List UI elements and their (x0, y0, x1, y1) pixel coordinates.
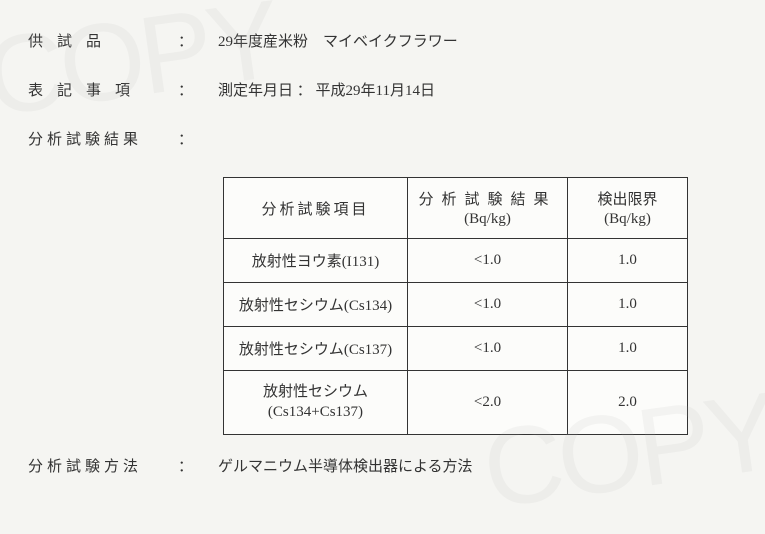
table-row: 放射性セシウム(Cs134) <1.0 1.0 (224, 283, 688, 327)
results-table: 分析試験項目 分析試験結果 (Bq/kg) 検出限界 (Bq/kg) 放射性ヨウ… (223, 177, 688, 435)
colon: ： (178, 79, 218, 100)
table-row: 放射性セシウム(Cs137) <1.0 1.0 (224, 327, 688, 371)
cell-result: <1.0 (408, 283, 568, 327)
cell-limit: 1.0 (568, 327, 688, 371)
table-header-row: 分析試験項目 分析試験結果 (Bq/kg) 検出限界 (Bq/kg) (224, 178, 688, 239)
cell-limit: 1.0 (568, 283, 688, 327)
notation-value: 測定年月日 ： 平成29年11月14日 (218, 79, 737, 100)
cell-limit: 1.0 (568, 239, 688, 283)
col-result-top: 分析試験結果 (418, 192, 556, 208)
cell-item: 放射性セシウム(Cs134) (224, 283, 408, 327)
table-row: 放射性ヨウ素(I131) <1.0 1.0 (224, 239, 688, 283)
notation-label: 表記事項 (28, 79, 178, 100)
cell-item-line2: (Cs134+Cs137) (268, 404, 363, 420)
cell-limit: 2.0 (568, 371, 688, 435)
cell-result: <2.0 (408, 371, 568, 435)
col-item-header: 分析試験項目 (224, 178, 408, 239)
sample-value: 29年度産米粉 マイベイクフラワー (218, 30, 737, 51)
cell-item: 放射性セシウム (Cs134+Cs137) (224, 371, 408, 435)
col-limit-top: 検出限界 (597, 192, 657, 208)
cell-result: <1.0 (408, 327, 568, 371)
method-row: 分析試験方法 ： ゲルマニウム半導体検出器による方法 (28, 455, 737, 476)
notation-row: 表記事項 ： 測定年月日 ： 平成29年11月14日 (28, 79, 737, 100)
table-row: 放射性セシウム (Cs134+Cs137) <2.0 2.0 (224, 371, 688, 435)
cell-item: 放射性セシウム(Cs137) (224, 327, 408, 371)
method-value: ゲルマニウム半導体検出器による方法 (218, 455, 737, 476)
results-table-wrap: 分析試験項目 分析試験結果 (Bq/kg) 検出限界 (Bq/kg) 放射性ヨウ… (223, 177, 737, 435)
colon: ： (178, 30, 218, 51)
method-label: 分析試験方法 (28, 455, 178, 476)
results-row: 分析試験結果 ： (28, 128, 737, 149)
col-result-header: 分析試験結果 (Bq/kg) (408, 178, 568, 239)
results-label: 分析試験結果 (28, 128, 178, 149)
col-result-unit: (Bq/kg) (416, 211, 559, 228)
col-limit-unit: (Bq/kg) (576, 211, 679, 228)
cell-item: 放射性ヨウ素(I131) (224, 239, 408, 283)
cell-result: <1.0 (408, 239, 568, 283)
col-limit-header: 検出限界 (Bq/kg) (568, 178, 688, 239)
colon: ： (178, 455, 218, 476)
colon: ： (178, 128, 218, 149)
sample-row: 供試品 ： 29年度産米粉 マイベイクフラワー (28, 30, 737, 51)
cell-item-line1: 放射性セシウム (263, 384, 368, 400)
sample-label: 供試品 (28, 30, 178, 51)
